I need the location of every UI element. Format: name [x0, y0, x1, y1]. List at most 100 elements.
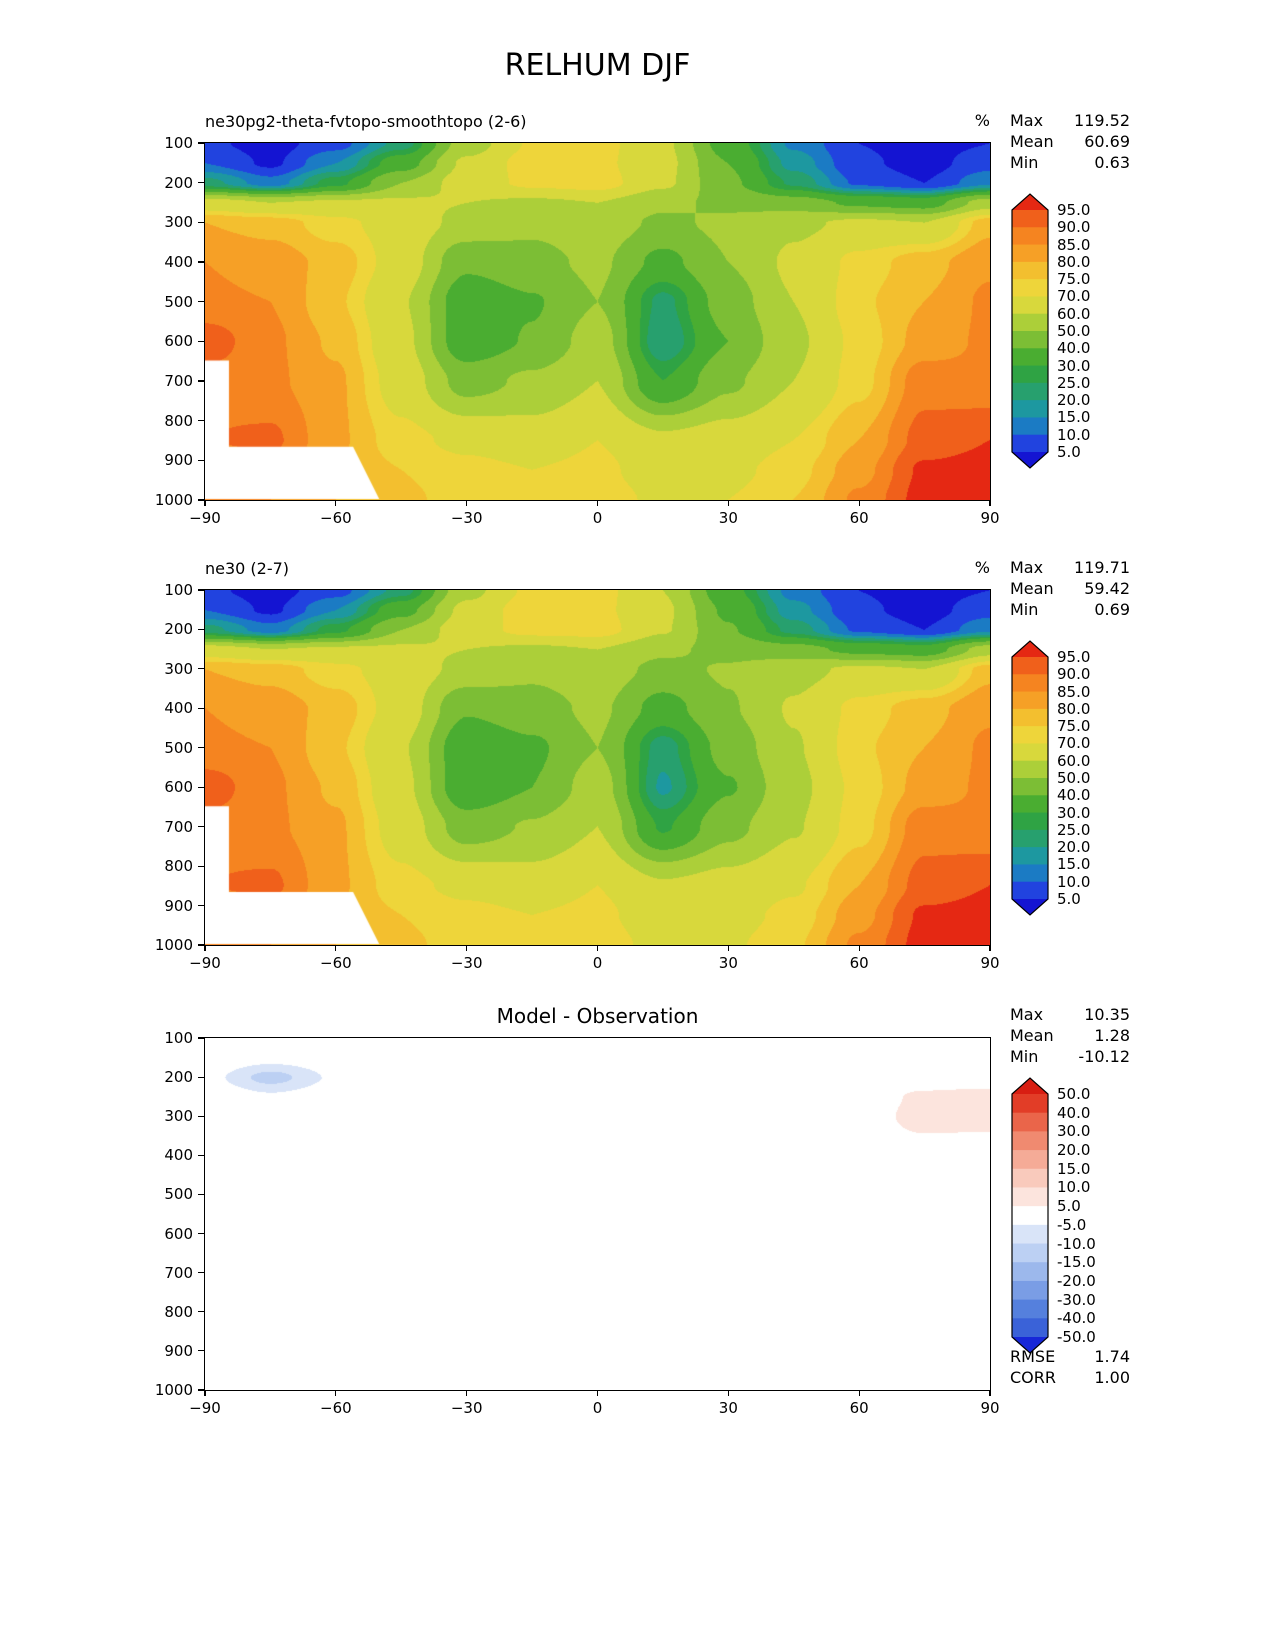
colorbar-tick-label: 95.0: [1057, 201, 1091, 219]
x-axis-tick-label: −30: [450, 509, 483, 527]
y-axis-tick: [198, 499, 204, 501]
x-axis-tick-label: 30: [718, 1399, 738, 1417]
y-axis-tick: [198, 589, 204, 591]
y-axis-tick-label: 1000: [154, 1381, 193, 1399]
x-axis-tick: [727, 1390, 729, 1396]
y-axis-tick-label: 700: [164, 817, 193, 836]
y-axis-tick: [198, 261, 204, 263]
x-axis-tick-label: −90: [189, 509, 221, 527]
stat-row: Mean 60.69: [1010, 131, 1130, 152]
colorbar-tick-label: 10.0: [1057, 872, 1091, 891]
colorbar: [1011, 193, 1049, 473]
y-axis-tick: [198, 1350, 204, 1352]
y-axis-tick: [198, 1154, 204, 1156]
colorbar-tick-label: -15.0: [1057, 1253, 1096, 1272]
stat-value: -10.12: [1078, 1047, 1130, 1066]
colorbar-tick-label: 50.0: [1057, 1085, 1091, 1103]
colorbar-tick-label: 80.0: [1057, 699, 1091, 718]
stat-label: Max: [1010, 1005, 1044, 1024]
colorbar-tick-label: 50.0: [1057, 769, 1091, 787]
x-axis-tick-label: 60: [849, 509, 869, 527]
panel-1-units-label: %: [974, 111, 990, 130]
y-axis-tick-label: 800: [164, 1302, 193, 1321]
x-axis-tick: [335, 945, 337, 951]
panel-2-contour-plot: [204, 589, 991, 946]
y-axis-tick-label: 900: [164, 1341, 193, 1360]
colorbar-tick-label: 20.0: [1057, 1141, 1091, 1160]
y-axis-tick-label: 300: [164, 1107, 193, 1126]
colorbar-tick-label: 30.0: [1057, 803, 1091, 822]
panel-1-stats-block: Max 119.52 Mean 60.69 Min 0.63: [1010, 110, 1130, 173]
stat-value: 119.52: [1074, 111, 1130, 130]
y-axis-tick: [198, 459, 204, 461]
x-axis-tick: [989, 500, 991, 506]
y-axis-tick-label: 500: [164, 292, 193, 311]
x-axis-tick: [466, 945, 468, 951]
panel-3-contour-plot: [204, 1037, 991, 1391]
colorbar-tick-label: 40.0: [1057, 786, 1091, 805]
stat-value: 0.69: [1094, 600, 1130, 619]
y-axis-tick-label: 800: [164, 857, 193, 876]
x-axis-tick-label: −30: [450, 954, 483, 972]
x-axis-tick: [989, 945, 991, 951]
x-axis-tick-label: −90: [189, 954, 221, 972]
stat-label: Mean: [1010, 579, 1054, 598]
stat-row: Max 10.35: [1010, 1004, 1130, 1025]
colorbar-tick-label: -30.0: [1057, 1290, 1096, 1309]
colorbar-tick-label: 40.0: [1057, 1103, 1091, 1122]
y-axis-tick: [198, 628, 204, 631]
y-axis-tick: [198, 904, 204, 907]
panel-2-stats-block: Max 119.71 Mean 59.42 Min 0.69: [1010, 557, 1130, 620]
y-axis-tick: [198, 1076, 204, 1078]
x-axis-tick-label: 30: [718, 954, 738, 972]
stat-row: RMSE 1.74: [1010, 1346, 1130, 1367]
y-axis-tick-label: 500: [164, 1185, 193, 1204]
stat-label: Min: [1010, 600, 1039, 619]
stat-value: 0.63: [1094, 153, 1130, 172]
panel-3-stats-block: Max 10.35 Mean 1.28 Min -10.12: [1010, 1004, 1130, 1067]
x-axis-tick: [204, 500, 206, 506]
x-axis-tick: [989, 1390, 991, 1396]
y-axis-tick: [198, 420, 204, 422]
y-axis-tick-label: 600: [164, 332, 193, 351]
y-axis-tick: [198, 1311, 204, 1313]
x-axis-tick: [466, 500, 468, 506]
colorbar-tick-label: 30.0: [1057, 356, 1091, 375]
stat-value: 1.28: [1094, 1026, 1130, 1045]
y-axis-tick: [198, 1115, 204, 1117]
y-axis-tick: [198, 1037, 204, 1039]
colorbar-tick-label: 80.0: [1057, 252, 1091, 271]
x-axis-tick-label: 90: [980, 509, 1000, 527]
colorbar-tick-label: -10.0: [1057, 1234, 1096, 1253]
colorbar-tick-label: 70.0: [1057, 287, 1091, 306]
y-axis-tick: [198, 380, 204, 382]
panel-1-contour-canvas: [205, 143, 990, 500]
y-axis-tick-label: 100: [164, 581, 193, 599]
stat-row: Max 119.71: [1010, 557, 1130, 578]
x-axis-tick-label: −60: [320, 509, 352, 527]
stat-label: Mean: [1010, 1026, 1054, 1045]
x-axis-tick: [858, 945, 860, 951]
x-axis-tick-label: 60: [849, 954, 869, 972]
colorbar-tick-label: 25.0: [1057, 820, 1091, 839]
stat-label: RMSE: [1010, 1347, 1056, 1366]
x-axis-tick-label: −60: [320, 954, 352, 972]
x-axis-tick: [466, 1390, 468, 1396]
colorbar-tick-label: 85.0: [1057, 682, 1091, 701]
stat-label: Min: [1010, 153, 1039, 172]
x-axis-tick: [596, 1390, 599, 1396]
y-axis-tick: [198, 707, 204, 709]
colorbar-tick-label: -50.0: [1057, 1328, 1096, 1346]
y-axis-tick-label: 900: [164, 896, 193, 915]
x-axis-tick: [204, 945, 206, 951]
panel-1-title: ne30pg2-theta-fvtopo-smoothtopo (2-6): [205, 112, 527, 131]
panel-2-units-label: %: [974, 558, 990, 577]
x-axis-tick-label: 0: [592, 509, 603, 527]
y-axis-tick-label: 300: [164, 213, 193, 232]
colorbar-tick-label: 75.0: [1057, 270, 1091, 289]
colorbar-tick-label: 90.0: [1057, 665, 1091, 684]
y-axis-tick-label: 700: [164, 1263, 193, 1282]
colorbar: [1011, 640, 1049, 920]
x-axis-tick: [204, 1390, 206, 1396]
